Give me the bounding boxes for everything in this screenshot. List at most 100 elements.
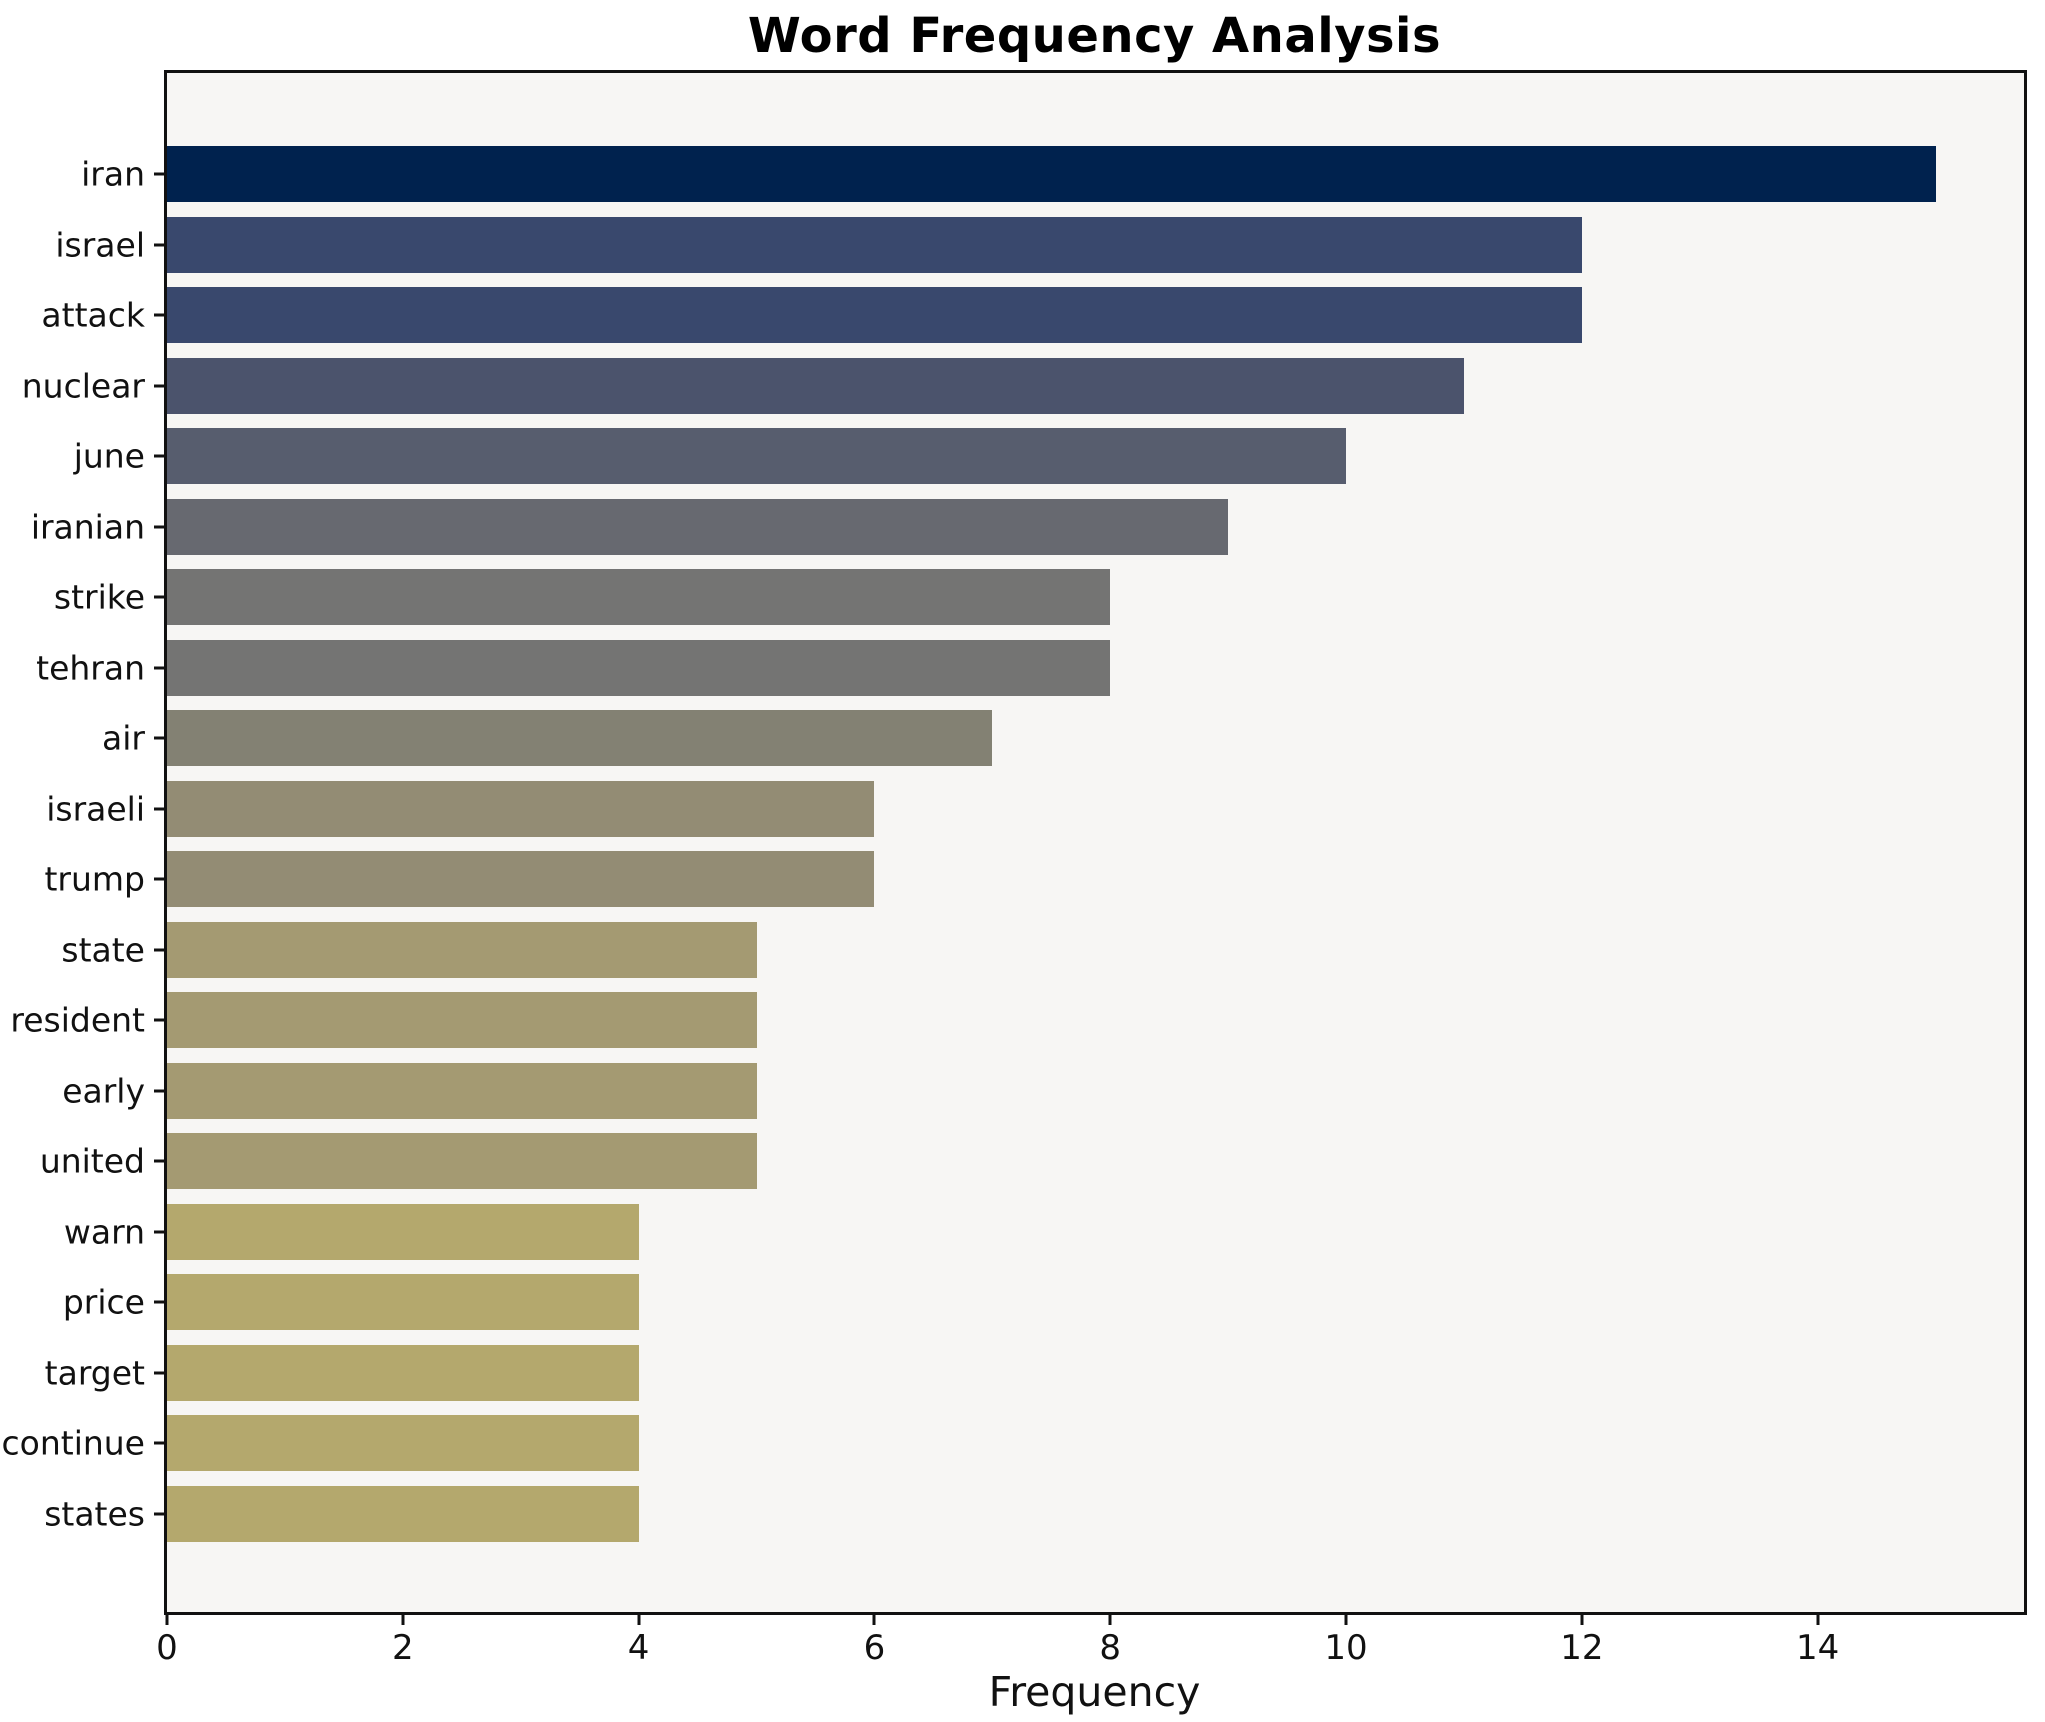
y-axis-category-label: state: [61, 930, 145, 970]
frequency-bar: [167, 1203, 639, 1260]
y-axis-category-label: iran: [81, 154, 145, 194]
y-tick-mark: [154, 243, 164, 247]
frequency-bar: [167, 851, 875, 907]
y-tick-mark: [154, 1159, 164, 1163]
frequency-bar: [167, 428, 1347, 484]
bar-row: resident: [10, 985, 2024, 1056]
x-tick-mark: [1580, 1615, 1584, 1625]
x-tick-mark: [637, 1615, 641, 1625]
bar-row: strike: [54, 562, 2024, 633]
x-axis-label: Frequency: [988, 1668, 1201, 1716]
y-tick-mark: [154, 1512, 164, 1516]
x-tick-label: 4: [627, 1628, 650, 1668]
x-tick-label: 0: [156, 1628, 178, 1668]
bar-row: nuclear: [22, 351, 2024, 422]
y-axis-category-label: warn: [63, 1212, 145, 1252]
frequency-bar: [167, 710, 993, 766]
bar-row: early: [62, 1056, 2024, 1127]
y-tick-mark: [154, 1089, 164, 1093]
y-axis-category-label: united: [39, 1141, 145, 1181]
y-axis-category-label: israeli: [46, 789, 145, 829]
frequency-bar: [167, 780, 875, 837]
bar-row: state: [61, 915, 2024, 986]
chart-title: Word Frequency Analysis: [747, 8, 1442, 64]
y-tick-mark: [154, 1441, 164, 1445]
frequency-bar: [167, 1415, 639, 1471]
y-axis-category-label: states: [44, 1494, 145, 1534]
y-axis-category-label: continue: [1, 1423, 146, 1463]
x-tick-label: 12: [1560, 1628, 1604, 1668]
x-tick-label: 14: [1796, 1628, 1840, 1668]
x-tick-mark: [872, 1615, 876, 1625]
x-tick-mark: [165, 1615, 169, 1625]
y-tick-mark: [154, 525, 164, 529]
bar-row: trump: [44, 844, 2024, 915]
frequency-bar: [167, 921, 757, 978]
y-tick-mark: [154, 807, 164, 811]
frequency-bar: [167, 1133, 757, 1189]
bar-row: united: [40, 1126, 2024, 1197]
y-tick-mark: [154, 877, 164, 881]
y-axis-category-label: air: [102, 718, 145, 758]
frequency-bar: [167, 639, 1111, 696]
frequency-bar: [167, 357, 1464, 414]
y-axis-category-label: resident: [10, 1000, 145, 1040]
bar-row: air: [102, 703, 2024, 774]
y-tick-mark: [154, 595, 164, 599]
frequency-bar: [167, 992, 757, 1048]
y-axis-category-label: israel: [55, 225, 145, 265]
frequency-bar: [167, 569, 1111, 625]
bar-row: june: [74, 421, 2024, 492]
y-axis-category-label: early: [62, 1071, 145, 1111]
y-axis-category-label: tehran: [36, 648, 145, 688]
x-tick-mark: [1816, 1615, 1820, 1625]
bar-row: israeli: [46, 774, 2024, 845]
bar-row: attack: [41, 280, 2024, 351]
frequency-bar: [167, 498, 1229, 555]
frequency-bar: [167, 1062, 757, 1119]
frequency-bar: [167, 1344, 639, 1401]
x-tick-mark: [1108, 1615, 1112, 1625]
bar-row: price: [63, 1267, 2024, 1338]
plot-area: iran israel attack nuclear june iranian strike…: [2, 70, 2027, 1668]
bar-row: warn: [64, 1197, 2024, 1268]
x-tick-label: 8: [1099, 1628, 1122, 1668]
x-tick-label: 2: [391, 1628, 414, 1668]
bar-row: iran: [81, 139, 2024, 210]
y-tick-mark: [154, 454, 164, 458]
y-axis-category-label: attack: [41, 295, 145, 335]
y-axis-category-label: target: [44, 1353, 145, 1393]
y-tick-mark: [154, 666, 164, 670]
y-axis-category-label: nuclear: [21, 366, 145, 406]
x-tick-label: 10: [1324, 1628, 1368, 1668]
frequency-bar: [167, 146, 1936, 202]
x-tick-mark: [401, 1615, 405, 1625]
y-tick-mark: [154, 1018, 164, 1022]
y-axis-category-label: trump: [44, 859, 145, 899]
x-tick-label: 6: [863, 1628, 886, 1668]
y-tick-mark: [154, 384, 164, 388]
bar-row: target: [45, 1338, 2024, 1409]
y-tick-mark: [154, 1371, 164, 1375]
y-axis-category-label: june: [73, 436, 145, 476]
bar-row: israel: [55, 210, 2024, 281]
bar-row: iranian: [31, 492, 2024, 563]
bar-row: tehran: [36, 633, 2024, 704]
x-axis-ticks: 0 2 4 6 8 10 12 14: [156, 1612, 2024, 1672]
y-axis-category-label: iranian: [30, 507, 145, 547]
y-tick-mark: [154, 1300, 164, 1304]
y-tick-mark: [154, 1230, 164, 1234]
bar-rows: iran israel attack nuclear june iranian strike…: [2, 73, 2024, 1612]
frequency-bar: [167, 216, 1582, 273]
frequency-bar: [167, 1274, 639, 1330]
y-tick-mark: [154, 736, 164, 740]
frequency-bar: [167, 1485, 639, 1542]
y-tick-mark: [154, 172, 164, 176]
x-tick-mark: [1344, 1615, 1348, 1625]
y-axis-category-label: strike: [53, 577, 145, 617]
frequency-bar: [167, 287, 1582, 343]
y-axis-category-label: price: [62, 1282, 145, 1322]
y-tick-mark: [154, 313, 164, 317]
bar-row: states: [44, 1479, 2024, 1550]
